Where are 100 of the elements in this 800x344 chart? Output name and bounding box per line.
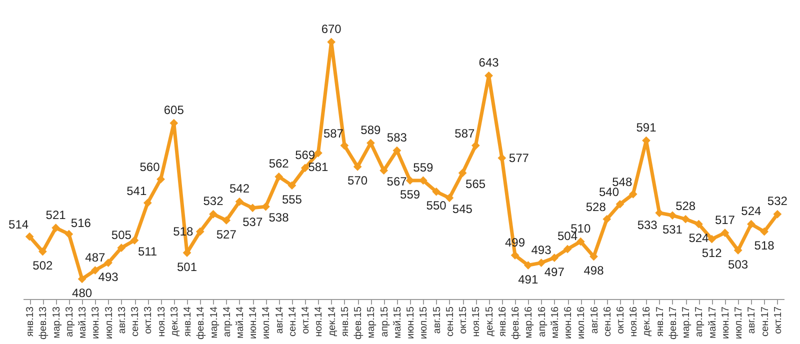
x-tick-label: ноя.13 <box>156 306 168 337</box>
point <box>130 236 139 245</box>
point <box>681 214 690 224</box>
data-label: 587 <box>454 126 475 141</box>
point <box>104 258 112 267</box>
x-tick-label: июл.17 <box>734 306 745 340</box>
x-tick-label: окт.17 <box>772 306 784 334</box>
x-tick-label: янв.14 <box>182 306 194 337</box>
x-tick-label: фев.13 <box>38 306 50 340</box>
data-label: 560 <box>140 160 160 174</box>
data-label: 532 <box>767 194 788 208</box>
point <box>274 172 284 181</box>
data-label: 570 <box>348 174 368 188</box>
x-tick-label: июл.14 <box>261 306 272 340</box>
x-tick-label: авг.13 <box>116 306 128 334</box>
point <box>90 266 100 274</box>
data-label: 591 <box>636 120 657 135</box>
x-tick-label: сен.17 <box>760 306 771 336</box>
data-label: 518 <box>754 238 775 253</box>
data-label: 550 <box>426 198 447 213</box>
data-label: 583 <box>386 130 408 145</box>
point <box>524 261 532 270</box>
x-tick-label: мар.15 <box>366 306 378 338</box>
data-label: 555 <box>282 192 302 206</box>
x-tick-label: сен.15 <box>444 306 456 336</box>
data-label: 562 <box>268 156 290 171</box>
data-label: 545 <box>452 202 473 216</box>
x-tick-label: дек.14 <box>326 306 338 336</box>
point <box>64 230 74 238</box>
data-label: 533 <box>637 218 658 232</box>
point <box>590 252 598 261</box>
point <box>52 224 60 232</box>
x-tick-label: янв.16 <box>497 306 508 337</box>
x-tick-label: фев.16 <box>510 306 522 340</box>
data-label: 491 <box>518 272 538 286</box>
point <box>602 214 612 224</box>
point <box>392 146 402 155</box>
data-label: 565 <box>466 176 486 191</box>
data-label: 643 <box>478 56 500 70</box>
data-label: 480 <box>72 286 92 300</box>
data-label: 502 <box>32 258 54 273</box>
point <box>366 138 375 148</box>
point <box>262 202 270 211</box>
data-label: 498 <box>584 264 604 278</box>
x-tick-label: апр.14 <box>222 306 233 337</box>
x-tick-label: авг.14 <box>274 306 286 334</box>
point <box>248 204 257 212</box>
x-tick-label: май.15 <box>392 306 404 338</box>
data-label: 528 <box>586 200 606 214</box>
x-tick-label: дек.16 <box>642 306 653 336</box>
point <box>143 198 152 208</box>
x-tick-label: июн.17 <box>720 306 732 340</box>
point <box>235 197 244 206</box>
point <box>117 244 126 252</box>
data-label: 605 <box>164 103 184 118</box>
x-tick-label: июн.14 <box>248 306 260 340</box>
point <box>222 216 231 225</box>
point <box>156 175 165 184</box>
data-label: 541 <box>126 184 147 198</box>
point <box>445 194 454 202</box>
point <box>510 251 520 260</box>
data-label: 493 <box>98 270 119 284</box>
point <box>616 200 624 208</box>
data-label: 524 <box>688 231 710 246</box>
point <box>720 228 730 238</box>
x-tick-label: июл.15 <box>418 306 430 340</box>
data-label: 670 <box>321 22 342 36</box>
point <box>432 188 440 196</box>
point <box>550 254 559 262</box>
x-tick-label: фев.15 <box>353 306 364 340</box>
x-tick-label: окт.13 <box>143 306 154 334</box>
x-tick-label: ноя.15 <box>471 306 482 337</box>
data-label: 531 <box>662 222 683 236</box>
x-tick-label: дек.15 <box>484 306 496 336</box>
data-label: 537 <box>242 214 263 229</box>
x-tick-label: мар.17 <box>681 306 692 338</box>
point <box>694 220 703 228</box>
data-label: 503 <box>728 257 748 272</box>
data-label: 542 <box>229 182 250 196</box>
x-tick-label: авг.16 <box>589 306 600 334</box>
x-tick-label: ноя.14 <box>314 306 325 337</box>
x-tick-label: авг.17 <box>746 306 758 334</box>
x-tick-label: янв.15 <box>340 306 351 337</box>
data-label: 501 <box>176 260 198 274</box>
data-label: 512 <box>702 246 722 260</box>
data-label: 581 <box>308 160 329 174</box>
point <box>628 190 638 198</box>
point <box>458 168 467 178</box>
x-tick-label: сен.14 <box>287 306 298 336</box>
point <box>353 162 362 171</box>
x-tick-label: май.17 <box>707 306 718 338</box>
data-label: 524 <box>741 204 762 218</box>
data-label: 517 <box>714 212 736 227</box>
x-tick-label: мар.14 <box>208 306 220 338</box>
data-label: 505 <box>111 228 132 242</box>
data-label: 497 <box>544 264 565 279</box>
x-tick-label: фев.14 <box>196 306 207 340</box>
point <box>708 234 716 244</box>
point <box>773 210 782 218</box>
data-label: 559 <box>413 160 434 174</box>
